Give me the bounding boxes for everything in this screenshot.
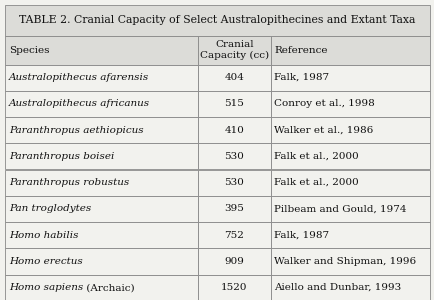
Text: Homo erectus: Homo erectus [9, 257, 82, 266]
Text: 395: 395 [224, 204, 244, 213]
Text: Homo sapiens: Homo sapiens [9, 283, 83, 292]
Bar [270, 117, 429, 143]
Text: Pan troglodytes: Pan troglodytes [9, 204, 91, 213]
Text: Falk, 1987: Falk, 1987 [273, 231, 329, 240]
Text: Homo habilis: Homo habilis [9, 231, 78, 240]
Bar [5, 36, 198, 64]
Bar [5, 196, 198, 222]
Text: 530: 530 [224, 152, 244, 161]
Text: Walker and Shipman, 1996: Walker and Shipman, 1996 [273, 257, 415, 266]
Bar [270, 274, 429, 300]
Text: Cranial
Capacity (cc): Cranial Capacity (cc) [200, 40, 268, 60]
Text: Conroy et al., 1998: Conroy et al., 1998 [273, 99, 374, 108]
Text: 1520: 1520 [221, 283, 247, 292]
Text: Falk et al., 2000: Falk et al., 2000 [273, 178, 358, 187]
Text: Falk et al., 2000: Falk et al., 2000 [273, 152, 358, 161]
Text: Falk, 1987: Falk, 1987 [273, 73, 329, 82]
Bar [198, 64, 270, 91]
Bar [270, 64, 429, 91]
Bar [198, 248, 270, 274]
Text: 515: 515 [224, 99, 244, 108]
Text: Walker et al., 1986: Walker et al., 1986 [273, 126, 372, 135]
Text: Aiello and Dunbar, 1993: Aiello and Dunbar, 1993 [273, 283, 401, 292]
Bar [5, 91, 198, 117]
Text: Australopithecus afarensis: Australopithecus afarensis [9, 73, 148, 82]
Bar [5, 143, 198, 170]
Text: (Archaic): (Archaic) [83, 283, 134, 292]
Bar [5, 64, 198, 91]
Bar [198, 222, 270, 248]
Bar [5, 4, 429, 36]
Text: Species: Species [9, 46, 49, 55]
Bar [198, 91, 270, 117]
Text: 410: 410 [224, 126, 244, 135]
Bar [270, 169, 429, 196]
Text: Reference: Reference [273, 46, 327, 55]
Bar [270, 91, 429, 117]
Text: Paranthropus boisei: Paranthropus boisei [9, 152, 114, 161]
Text: Australopithecus africanus: Australopithecus africanus [9, 99, 149, 108]
Text: 909: 909 [224, 257, 244, 266]
Bar [5, 274, 198, 300]
Bar [5, 169, 198, 196]
Bar [198, 117, 270, 143]
Bar [5, 248, 198, 274]
Bar [5, 117, 198, 143]
Bar [5, 222, 198, 248]
Text: TABLE 2. Cranial Capacity of Select Australopithecines and Extant Taxa: TABLE 2. Cranial Capacity of Select Aust… [19, 15, 415, 25]
Bar [270, 196, 429, 222]
Bar [270, 36, 429, 64]
Text: 752: 752 [224, 231, 244, 240]
Text: Pilbeam and Gould, 1974: Pilbeam and Gould, 1974 [273, 204, 406, 213]
Text: Paranthropus robustus: Paranthropus robustus [9, 178, 128, 187]
Bar [198, 36, 270, 64]
Text: 404: 404 [224, 73, 244, 82]
Bar [270, 222, 429, 248]
Text: 530: 530 [224, 178, 244, 187]
Bar [270, 248, 429, 274]
Text: Paranthropus aethiopicus: Paranthropus aethiopicus [9, 126, 143, 135]
Bar [198, 274, 270, 300]
Bar [270, 143, 429, 170]
Bar [198, 143, 270, 170]
Bar [198, 169, 270, 196]
Bar [198, 196, 270, 222]
